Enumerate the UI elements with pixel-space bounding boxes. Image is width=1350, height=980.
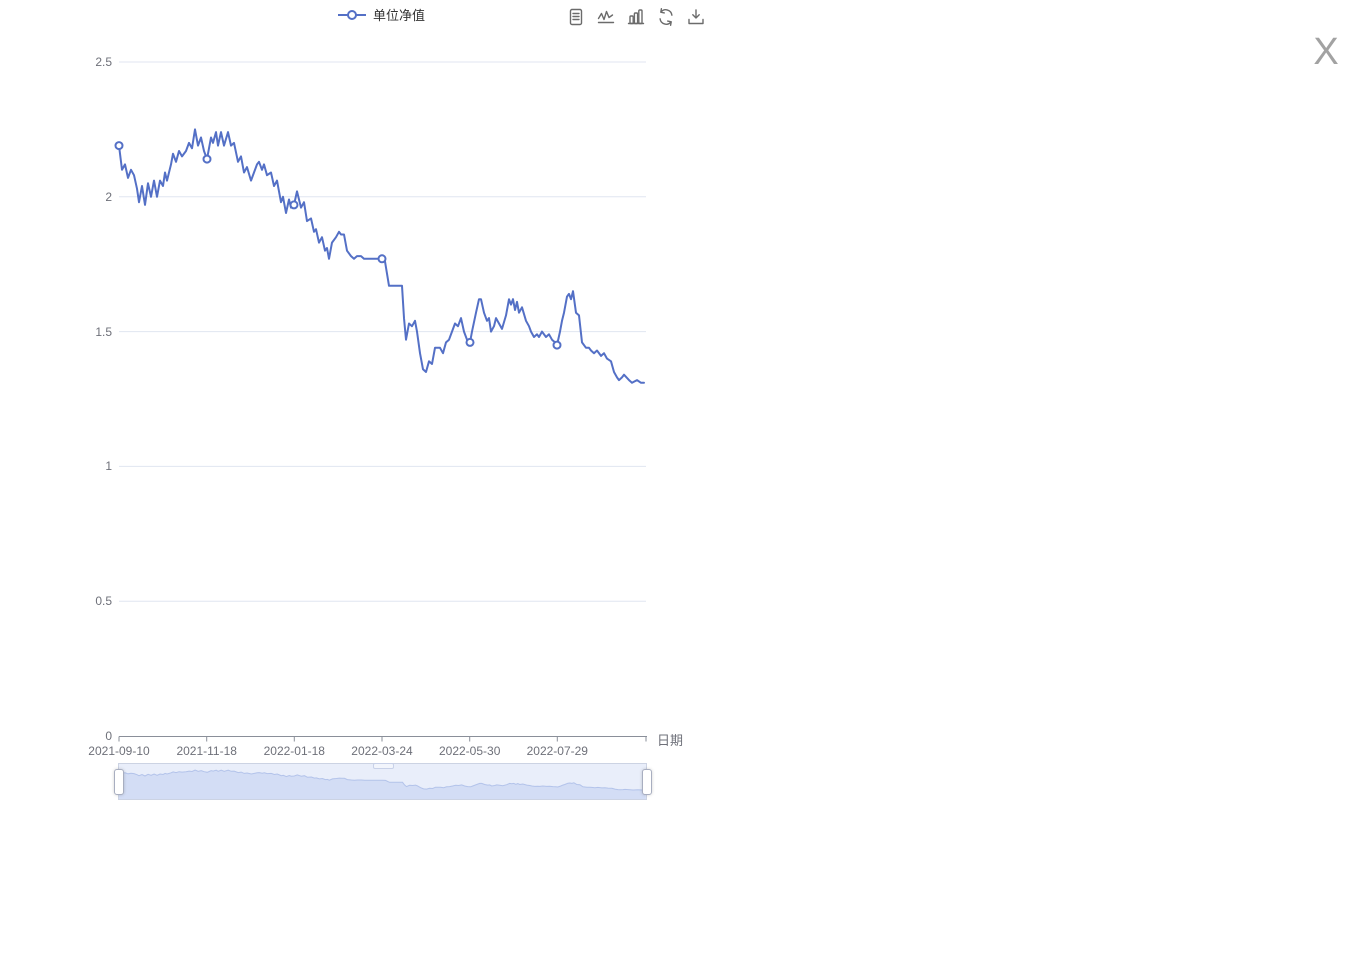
chart-plot-area[interactable] bbox=[0, 0, 700, 760]
fund-nav-chart: 单位净值 0 0.5 1 1.5 2 2.5 2021-09-10 2021-11-18 202… bbox=[0, 0, 704, 820]
x-axis-name: 日期 bbox=[657, 733, 684, 748]
y-axis-tick-label: 2.5 bbox=[95, 55, 112, 69]
datazoom-shadow-area bbox=[119, 770, 646, 799]
x-axis-tick-label: 2022-01-18 bbox=[263, 744, 325, 758]
restore-icon[interactable] bbox=[656, 7, 676, 27]
bar-chart-icon[interactable] bbox=[626, 7, 646, 27]
series-marker bbox=[377, 254, 387, 264]
x-axis-tick-label: 2022-07-29 bbox=[526, 744, 588, 758]
legend-ring bbox=[347, 9, 357, 20]
y-axis-tick-label: 1.5 bbox=[95, 324, 112, 339]
series-marker bbox=[202, 154, 212, 164]
legend-line-icon bbox=[338, 9, 366, 20]
datazoom-shadow-chart bbox=[119, 769, 646, 799]
x-axis-tick-label: 2022-03-24 bbox=[351, 744, 413, 758]
data-view-icon[interactable] bbox=[566, 7, 586, 27]
series-marker bbox=[465, 337, 475, 347]
y-axis-tick-label: 2 bbox=[105, 189, 112, 204]
series-marker bbox=[552, 340, 562, 350]
legend-item-unit-nav[interactable]: 单位净值 bbox=[337, 5, 425, 24]
legend-label: 单位净值 bbox=[373, 8, 426, 23]
datazoom-left-handle[interactable] bbox=[114, 769, 124, 795]
series-marker bbox=[289, 200, 299, 210]
y-axis-tick-label: 1 bbox=[105, 459, 112, 474]
line-chart-icon[interactable] bbox=[596, 7, 616, 27]
save-image-icon[interactable] bbox=[686, 7, 706, 27]
datazoom-move-handle[interactable] bbox=[373, 763, 394, 769]
toolbox bbox=[566, 7, 706, 27]
x-axis-tick-label: 2021-11-18 bbox=[176, 744, 237, 758]
datazoom-shadow-line bbox=[119, 769, 645, 791]
close-button[interactable]: X bbox=[1313, 31, 1339, 73]
series-marker bbox=[114, 141, 124, 151]
x-axis-tick-label: 2021-09-10 bbox=[88, 744, 150, 758]
x-axis-tick-label: 2022-05-30 bbox=[438, 744, 501, 758]
datazoom-slider[interactable] bbox=[114, 763, 652, 800]
datazoom-right-handle[interactable] bbox=[642, 769, 652, 795]
y-axis-tick-label: 0.5 bbox=[95, 594, 112, 609]
y-axis-tick-label: 0 bbox=[105, 729, 112, 743]
